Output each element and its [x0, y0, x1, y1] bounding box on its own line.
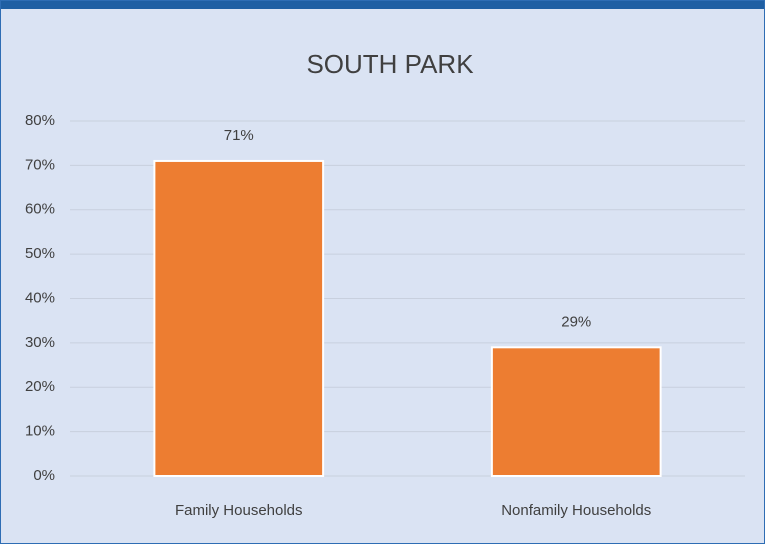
y-tick-label: 10%: [25, 423, 55, 440]
y-tick-label: 40%: [25, 289, 55, 306]
value-label: 29%: [561, 313, 591, 330]
y-tick-label: 80%: [25, 112, 55, 129]
bar: [490, 346, 662, 477]
y-tick-label: 30%: [25, 334, 55, 351]
bar: [153, 159, 325, 477]
x-tick-label: Family Households: [175, 502, 303, 519]
y-tick-label: 0%: [33, 467, 55, 484]
y-tick-label: 70%: [25, 156, 55, 173]
top-band: [0, 0, 765, 9]
y-tick-label: 60%: [25, 201, 55, 218]
x-tick-label: Nonfamily Households: [501, 502, 651, 519]
chart-title: SOUTH PARK: [306, 49, 474, 79]
value-label: 71%: [224, 127, 254, 144]
y-tick-label: 50%: [25, 245, 55, 262]
y-tick-label: 20%: [25, 378, 55, 395]
